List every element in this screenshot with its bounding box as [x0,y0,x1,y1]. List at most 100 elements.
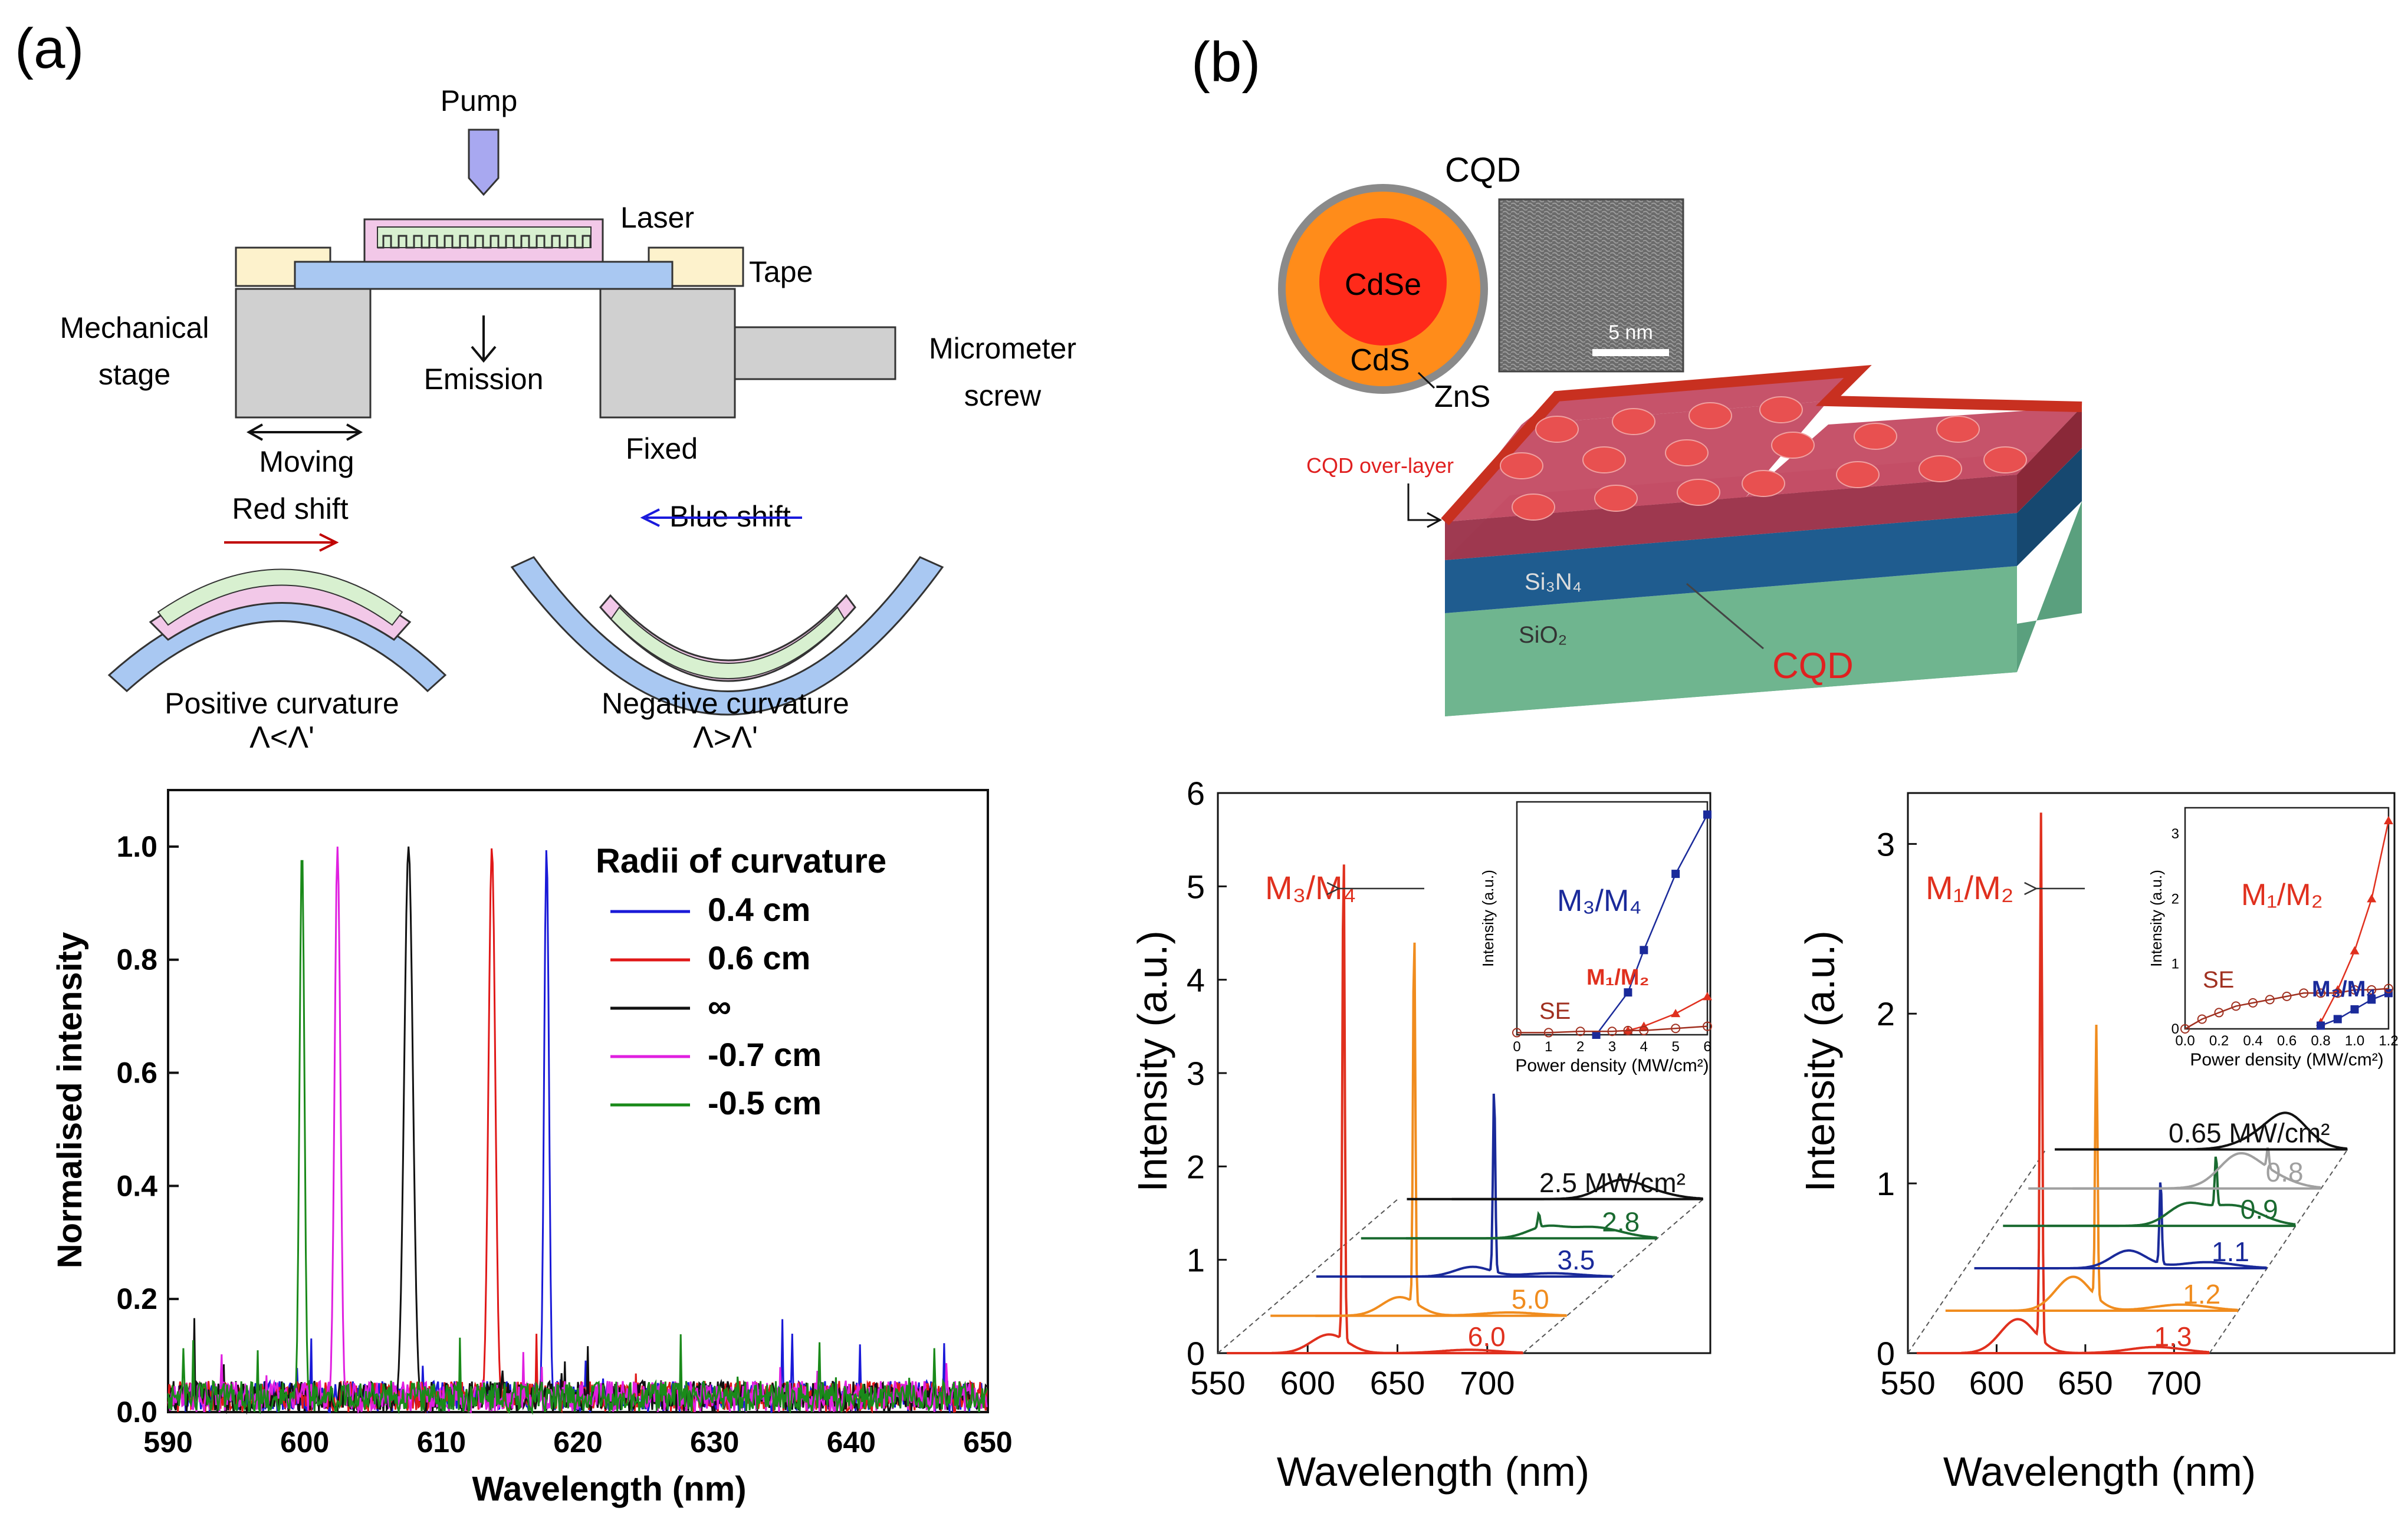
grating-hole [1983,446,2027,473]
chart3-xtick-label: 600 [1969,1364,2024,1401]
si3n4-front [1445,513,2017,613]
chart2-series-label: 2.8 [1602,1206,1640,1237]
chart1-legend-label: 0.6 cm [708,939,810,976]
chart3-inset-ylabel: Intensity (a.u.) [2147,870,2165,967]
sio2-label: SiO₂ [1519,622,1567,648]
chart2-inset-secondary-label: M₁/M₂ [1586,965,1649,990]
negative-substrate [510,556,944,716]
chart2-inset-point [1640,946,1648,955]
chart3-inset-xlabel: Power density (MW/cm²) [2190,1050,2383,1070]
grating-hole [1582,446,1626,473]
overlayer-front [1445,475,2017,560]
chart1-ytick-label: 1.0 [116,830,157,863]
chart3-ylabel: Intensity (a.u.) [1797,930,1843,1192]
overlayer-top-right [1746,407,2082,497]
chart2-inset-point [1671,1024,1681,1034]
chart2-guide [1523,1198,1704,1354]
chart3-ytick-label: 3 [1877,825,1895,863]
chart1-legend-label: -0.5 cm [708,1084,822,1121]
chart1-xtick-label: 610 [417,1426,466,1459]
chart2-xtick-label: 600 [1280,1364,1335,1401]
scale-bar-label: 5 nm [1608,321,1653,344]
chart2-xlabel: Wavelength (nm) [1277,1449,1589,1495]
chart2-ytick-label: 6 [1187,775,1205,812]
emission-arrow-icon [471,315,497,363]
chart2-inset-point [1575,1027,1585,1037]
grating-hole [1918,455,1962,482]
pump-label: Pump [441,84,518,117]
chart2-ytick-label: 3 [1187,1055,1205,1092]
chart3-inset-point [2317,1021,2325,1030]
grating-hole [1742,470,1785,497]
chart3-inset-xtick-label: 0.4 [2243,1033,2262,1049]
chart3-inset-xtick-label: 1.2 [2379,1033,2398,1049]
mechanical-label: Mechanical [60,311,209,344]
chart3-inset-point [2384,983,2393,993]
chart3-inset-point [2333,988,2343,998]
chart1-legend-label: -0.7 cm [708,1036,822,1073]
chart2-ytick-label: 4 [1187,962,1205,999]
chart3-inset-point [2282,991,2292,1001]
si3n4-right [2017,448,2082,566]
chart3-inset-point [2214,1008,2224,1018]
chart3-inset-point [2197,1014,2207,1024]
chart1-legend-label: ∞ [708,988,731,1025]
chart2-xtick-label: 550 [1190,1364,1245,1401]
chart2-inset-point [1703,992,1712,1001]
panel-b-label: (b) [1191,31,1260,94]
chart1-legend-title: Radii of curvature [596,842,886,880]
chart2-ytick-label: 1 [1187,1242,1205,1279]
chart3-series-line [2099,1111,2348,1151]
cqd-pointer [1686,583,1764,650]
chart1-ytick-label: 0.8 [116,943,157,976]
grating-hole [1500,452,1543,479]
normalised-spectra-chart: Wavelength (nm) Normalised intensity Rad… [51,789,1013,1508]
chart1-ylabel: Normalised intensity [51,932,89,1268]
chart3-series-line [1990,1024,2238,1312]
chart3-inset-xtick-label: 0.0 [2175,1033,2195,1049]
grating-hole [1512,493,1555,521]
chart3-inset-se-label: SE [2203,967,2234,993]
chart3-peak-arrow-icon [2024,881,2085,896]
chart2-inset-point [1512,1028,1522,1038]
chart1-xtick-label: 600 [280,1426,329,1459]
grating-hole [1759,396,1803,423]
chart2-series-label: 2.5 MW/cm² [1539,1167,1686,1198]
chart2-peak-arrow-icon [1326,881,1424,896]
grating-hole [1836,461,1880,488]
cdse-core [1319,218,1447,346]
panel-a-label: (a) [15,17,84,80]
chart2-series-line [1361,1093,1612,1278]
chart2-xtick-label: 700 [1460,1364,1515,1401]
chart1-xtick-label: 640 [827,1426,876,1459]
grating-holes [1500,396,2027,521]
chart1-ytick-label: 0.4 [116,1169,157,1202]
chart3-xlabel: Wavelength (nm) [1943,1449,2256,1495]
chart3-inset-line [2184,988,2389,1030]
chart1-legend-label: 0.4 cm [708,891,810,928]
laser-label: Laser [620,201,694,234]
chart2-inset-xtick-label: 4 [1640,1039,1648,1055]
chart3-inset-point [2367,985,2377,995]
moving-stage [235,288,372,419]
waterfall-m3m4-chart: Wavelength (nm) Intensity (a.u.) 550 600 6… [1129,775,1712,1495]
core-label: CdSe [1345,268,1421,302]
chart1-series-line [167,846,988,1414]
chart1-xtick-label: 650 [963,1426,1012,1459]
chart3-peak-label: M₁/M₂ [1926,869,2014,906]
chart2-inset-point [1592,1031,1601,1039]
chart3-inset-point [2367,894,2377,903]
chart3-ytick-label: 1 [1877,1165,1895,1202]
chart3-series-label: 1.2 [2183,1279,2220,1310]
chart3-series-line [2047,1156,2296,1228]
chart3-series-label: 0.8 [2266,1157,2304,1187]
chart2-inset-se-label: SE [1539,998,1571,1024]
chart2-inset-line [1628,996,1708,1032]
chart2-xtick-label: 650 [1370,1364,1425,1401]
grating-hole [1854,423,1897,450]
chart1-xlabel: Wavelength (nm) [472,1470,746,1508]
chart2-inset-xtick-label: 0 [1513,1039,1520,1055]
zns-pointer [1417,371,1435,389]
chart3-inset-point [2231,1001,2241,1011]
chart2-inset-point [1624,988,1632,997]
